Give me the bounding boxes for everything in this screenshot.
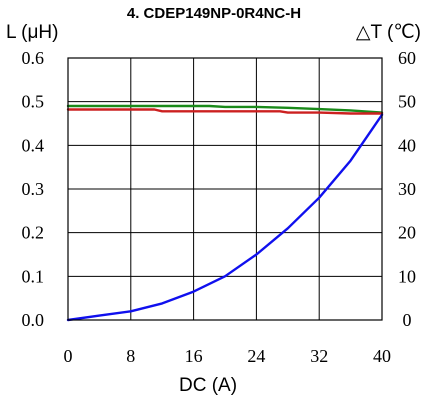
y-left-tick-label: 0.5 bbox=[22, 92, 45, 112]
x-tick-label: 0 bbox=[64, 346, 73, 366]
y-right-tick-labels: 0 10 20 30 40 50 60 bbox=[398, 48, 416, 330]
y-left-tick-label: 0.6 bbox=[22, 48, 45, 68]
y-left-tick-label: 0.1 bbox=[22, 266, 45, 286]
chart-title: 4. CDEP149NP-0R4NC-H bbox=[127, 5, 301, 22]
x-tick-label: 16 bbox=[185, 346, 203, 366]
series-line-2 bbox=[66, 108, 384, 115]
y-right-tick-label: 0 bbox=[403, 310, 412, 330]
plot-frame bbox=[67, 57, 383, 321]
grid bbox=[68, 58, 382, 320]
y-right-tick-label: 20 bbox=[398, 223, 416, 243]
x-tick-labels: 0 8 16 24 32 40 bbox=[64, 346, 392, 366]
series-line-3 bbox=[66, 113, 384, 322]
y-axis-left-label: L (μH) bbox=[6, 22, 58, 43]
x-axis-label: DC (A) bbox=[179, 375, 237, 396]
y-left-tick-label: 0.0 bbox=[22, 310, 45, 330]
x-tick-label: 24 bbox=[247, 346, 265, 366]
y-left-tick-label: 0.3 bbox=[22, 179, 45, 199]
y-right-tick-label: 30 bbox=[398, 179, 416, 199]
y-left-tick-label: 0.4 bbox=[22, 135, 45, 155]
y-axis-right-label: △T (℃) bbox=[356, 22, 421, 43]
x-tick-label: 40 bbox=[373, 346, 391, 366]
x-tick-label: 32 bbox=[310, 346, 328, 366]
y-right-tick-label: 50 bbox=[398, 92, 416, 112]
x-tick-label: 8 bbox=[126, 346, 135, 366]
series-line-1 bbox=[66, 104, 384, 114]
y-right-tick-label: 40 bbox=[398, 135, 416, 155]
y-right-tick-label: 60 bbox=[398, 48, 416, 68]
y-left-tick-label: 0.2 bbox=[22, 223, 45, 243]
y-right-tick-label: 10 bbox=[398, 266, 416, 286]
y-left-tick-labels: 0.0 0.1 0.2 0.3 0.4 0.5 0.6 bbox=[22, 48, 45, 330]
series-group bbox=[66, 104, 384, 322]
